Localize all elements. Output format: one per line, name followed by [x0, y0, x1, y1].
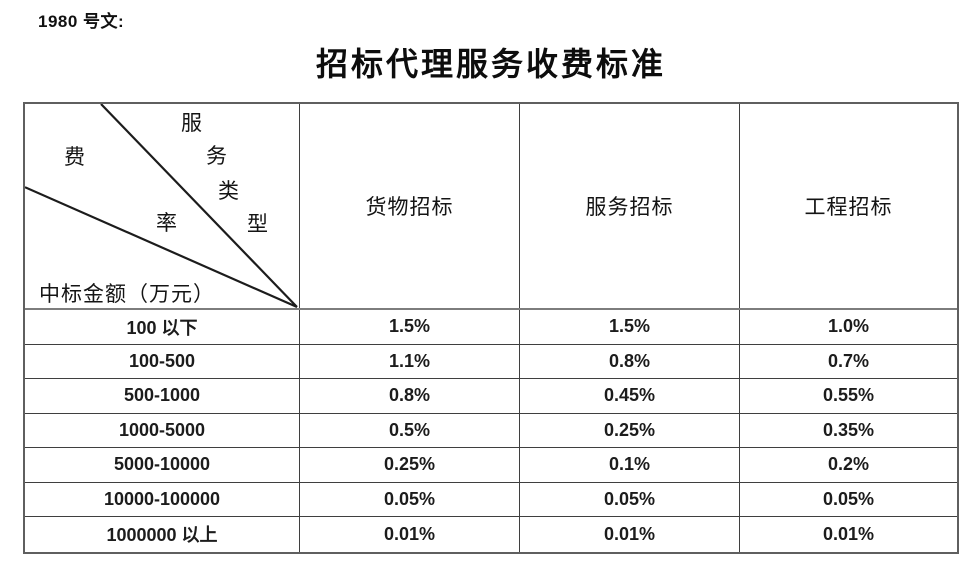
cell-value: 0.2%	[739, 448, 957, 482]
cell-value: 1.5%	[519, 310, 739, 344]
cell-value: 0.1%	[519, 448, 739, 482]
table-row: 500-1000 0.8% 0.45% 0.55%	[25, 379, 957, 414]
cell-value: 0.25%	[519, 413, 739, 447]
corner-type-char-3: 类	[218, 179, 239, 203]
page-title: 招标代理服务收费标准	[315, 46, 666, 82]
table-corner-cell: 服 务 类 型 费 率 中标金额（万元）	[25, 104, 299, 308]
cell-value: 0.05%	[519, 482, 739, 516]
cell-value: 0.05%	[299, 482, 519, 516]
doc-ref-label: 1980 号文:	[38, 12, 125, 31]
cell-value: 0.8%	[519, 344, 739, 378]
column-header-engineering: 工程招标	[739, 104, 957, 308]
corner-rate-char-2: 率	[156, 211, 177, 235]
cell-value: 1.1%	[299, 344, 519, 378]
row-label: 100-500	[128, 350, 196, 371]
table-row: 100-500 1.1% 0.8% 0.7%	[25, 344, 957, 379]
row-label: 500-1000	[123, 385, 201, 406]
cell-value: 1.0%	[739, 310, 957, 344]
table-row: 1000000 以上 0.01% 0.01% 0.01%	[25, 517, 957, 552]
cell-value: 0.55%	[739, 379, 957, 413]
cell-value: 0.7%	[739, 344, 957, 378]
corner-rate-char-1: 费	[64, 145, 85, 169]
cell-value: 0.35%	[739, 413, 957, 447]
cell-value: 0.01%	[739, 517, 957, 552]
table-row: 1000-5000 0.5% 0.25% 0.35%	[25, 413, 957, 448]
corner-row-axis-label: 中标金额（万元）	[39, 282, 215, 306]
cell-value: 0.25%	[299, 448, 519, 482]
table-row: 10000-100000 0.05% 0.05% 0.05%	[25, 482, 957, 517]
corner-type-char-4: 型	[247, 212, 268, 236]
corner-type-char-2: 务	[206, 144, 227, 168]
column-header-services: 服务招标	[519, 104, 739, 308]
cell-value: 0.5%	[299, 413, 519, 447]
diagonal-divider-lines	[25, 104, 298, 308]
column-header-goods: 货物招标	[299, 104, 519, 308]
cell-value: 0.05%	[739, 482, 957, 516]
cell-value: 0.01%	[519, 517, 739, 552]
cell-value: 0.45%	[519, 379, 739, 413]
corner-type-char-1: 服	[181, 111, 202, 135]
cell-value: 1.5%	[299, 310, 519, 344]
row-label: 1000-5000	[118, 419, 206, 440]
cell-value: 0.8%	[299, 379, 519, 413]
row-label: 100 以下	[126, 317, 198, 338]
table-row: 100 以下 1.5% 1.5% 1.0%	[25, 310, 957, 345]
row-label: 5000-10000	[113, 454, 211, 475]
cell-value: 0.01%	[299, 517, 519, 552]
row-label: 1000000 以上	[106, 525, 218, 546]
table-row: 5000-10000 0.25% 0.1% 0.2%	[25, 448, 957, 483]
row-label: 10000-100000	[103, 488, 221, 509]
table-header-row: 服 务 类 型 费 率 中标金额（万元） 货物招标 服务招标 工程招标	[25, 104, 957, 310]
fee-table: 服 务 类 型 费 率 中标金额（万元） 货物招标 服务招标 工程招标 100 …	[23, 102, 959, 554]
